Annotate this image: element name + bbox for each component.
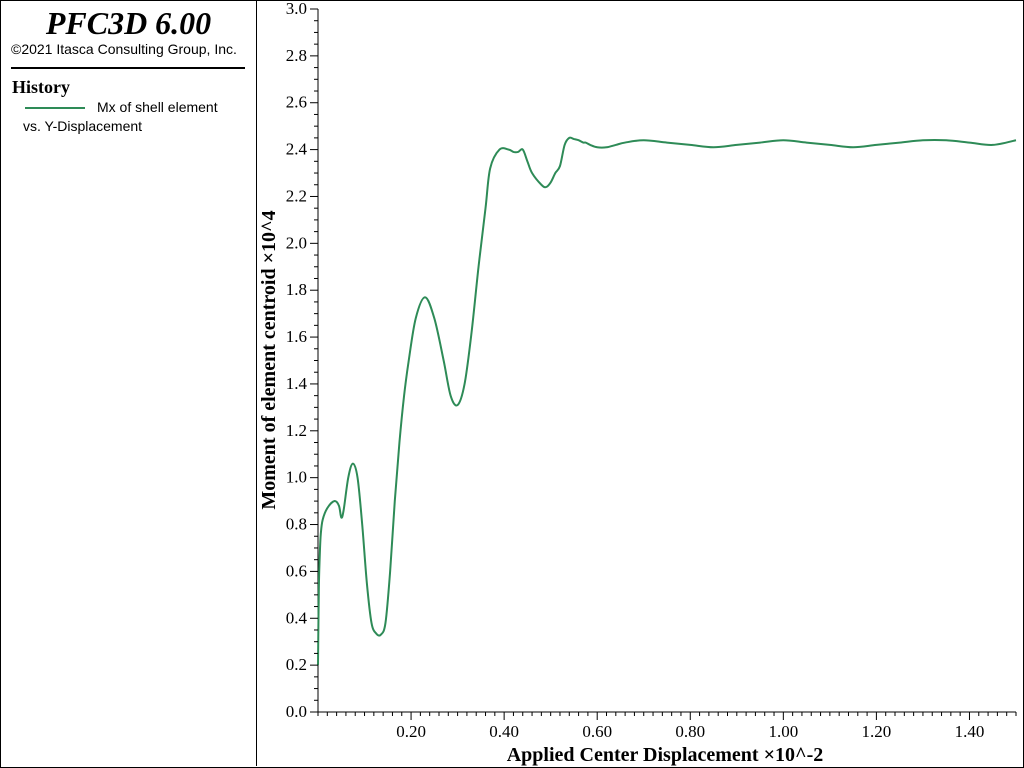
x-tick-label: 0.40 (489, 722, 519, 741)
y-tick-label: 2.8 (286, 46, 307, 65)
y-tick-label: 0.4 (286, 608, 308, 627)
legend-entry-label: Mx of shell element (97, 99, 218, 115)
x-tick-label: 0.60 (582, 722, 612, 741)
tick-marks (310, 8, 1017, 720)
history-heading: History (12, 77, 70, 97)
y-axis-title: Moment of element centroid ×10^4 (258, 210, 280, 509)
y-tick-label: 2.0 (286, 233, 307, 252)
y-tick-label: 0.0 (286, 702, 307, 721)
y-tick-label: 0.8 (286, 515, 307, 534)
y-tick-label: 1.6 (286, 327, 307, 346)
x-axis-title: Applied Center Displacement ×10^-2 (507, 744, 824, 766)
chart-area: 0.0 0.2 0.4 0.6 0.8 1.0 1.2 1.4 1.6 1.8 2.0 2.2 2.4 2… (258, 0, 1017, 766)
x-tick-label: 1.40 (955, 722, 985, 741)
legend-entry-sublabel: vs. Y-Displacement (23, 118, 143, 134)
y-tick-label: 2.6 (286, 93, 307, 112)
copyright-text: ©2021 Itasca Consulting Group, Inc. (11, 41, 237, 57)
y-tick-label: 1.8 (286, 280, 307, 299)
y-tick-label: 2.2 (286, 186, 307, 205)
y-tick-label: 1.4 (286, 374, 308, 393)
axes (317, 9, 1016, 713)
x-tick-label: 1.00 (768, 722, 798, 741)
legend-panel: PFC3D 6.00 ©2021 Itasca Consulting Group… (1, 1, 257, 766)
series-line (317, 136, 1017, 666)
divider (11, 67, 245, 69)
x-tick-label: 0.80 (675, 722, 705, 741)
y-tick-label: 0.6 (286, 561, 307, 580)
y-tick-label: 0.2 (286, 655, 307, 674)
x-tick-label: 0.20 (396, 722, 426, 741)
x-tick-label: 1.20 (862, 722, 892, 741)
y-tick-label: 3.0 (286, 0, 307, 18)
tick-labels: 0.0 0.2 0.4 0.6 0.8 1.0 1.2 1.4 1.6 1.8 2.0 2.2 2.4 2… (286, 0, 985, 741)
y-tick-label: 1.0 (286, 468, 307, 487)
legend-line-swatch (25, 107, 85, 109)
app-title: PFC3D 6.00 (45, 5, 212, 41)
y-tick-label: 1.2 (286, 421, 307, 440)
y-tick-label: 2.4 (286, 140, 308, 159)
